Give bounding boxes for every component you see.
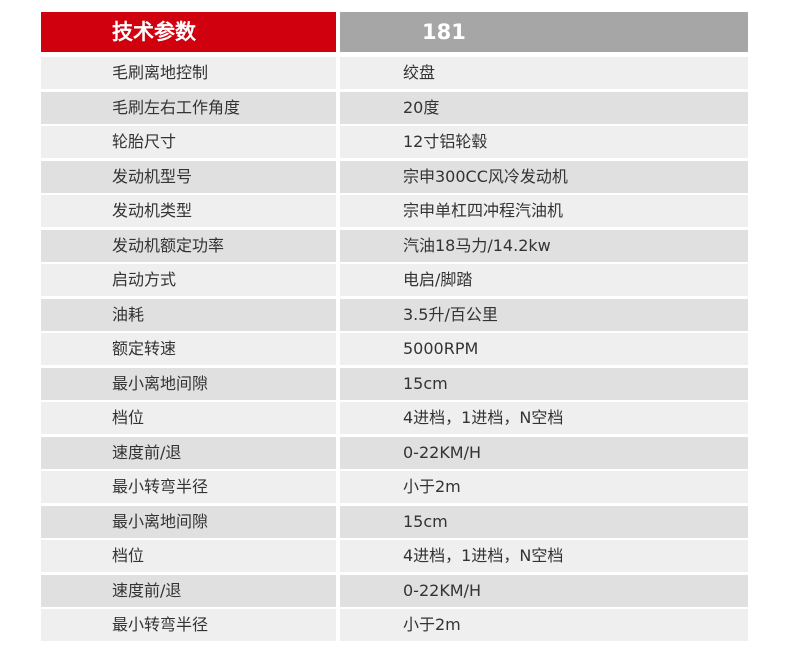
param-value: 小于2m [340, 471, 748, 503]
param-name: 额定转速 [41, 333, 336, 365]
table-row: 最小离地间隙 15cm [41, 367, 748, 400]
table-row: 启动方式 电启/脚踏 [41, 264, 748, 296]
table-row: 档位 4进档，1进档，N空档 [41, 402, 748, 434]
param-name: 发动机额定功率 [41, 229, 336, 262]
param-value: 0-22KM/H [340, 574, 748, 607]
table-row: 速度前/退 0-22KM/H [41, 436, 748, 469]
table-row: 发动机类型 宗申单杠四冲程汽油机 [41, 195, 748, 227]
table-row: 最小转弯半径 小于2m [41, 471, 748, 503]
table-header: 技术参数 181 [41, 12, 748, 52]
param-name: 速度前/退 [41, 436, 336, 469]
table-row: 档位 4进档，1进档，N空档 [41, 540, 748, 572]
param-value: 15cm [340, 367, 748, 400]
param-value: 绞盘 [340, 57, 748, 89]
param-name: 轮胎尺寸 [41, 126, 336, 158]
spec-table: 技术参数 181 毛刷离地控制 绞盘 毛刷左右工作角度 20度 轮胎尺寸 12寸铝轮毂 发动… [41, 12, 748, 644]
param-name: 发动机类型 [41, 195, 336, 227]
table-row: 毛刷左右工作角度 20度 [41, 91, 748, 124]
param-name: 发动机型号 [41, 160, 336, 193]
param-value: 15cm [340, 505, 748, 538]
param-value: 宗申300CC风冷发动机 [340, 160, 748, 193]
table-row: 轮胎尺寸 12寸铝轮毂 [41, 126, 748, 158]
header-model: 181 [340, 12, 748, 52]
table-row: 最小离地间隙 15cm [41, 505, 748, 538]
table-row: 最小转弯半径 小于2m [41, 609, 748, 641]
header-label: 技术参数 [41, 12, 336, 52]
param-name: 速度前/退 [41, 574, 336, 607]
param-value: 12寸铝轮毂 [340, 126, 748, 158]
param-name: 启动方式 [41, 264, 336, 296]
param-name: 档位 [41, 540, 336, 572]
param-value: 20度 [340, 91, 748, 124]
table-row: 额定转速 5000RPM [41, 333, 748, 365]
param-value: 电启/脚踏 [340, 264, 748, 296]
table-row: 速度前/退 0-22KM/H [41, 574, 748, 607]
param-value: 4进档，1进档，N空档 [340, 540, 748, 572]
param-name: 最小转弯半径 [41, 471, 336, 503]
param-name: 毛刷离地控制 [41, 57, 336, 89]
param-value: 汽油18马力/14.2kw [340, 229, 748, 262]
table-row: 油耗 3.5升/百公里 [41, 298, 748, 331]
param-name: 毛刷左右工作角度 [41, 91, 336, 124]
param-value: 0-22KM/H [340, 436, 748, 469]
param-name: 档位 [41, 402, 336, 434]
param-value: 3.5升/百公里 [340, 298, 748, 331]
param-name: 最小转弯半径 [41, 609, 336, 641]
param-name: 油耗 [41, 298, 336, 331]
param-value: 4进档，1进档，N空档 [340, 402, 748, 434]
param-name: 最小离地间隙 [41, 505, 336, 538]
table-row: 发动机型号 宗申300CC风冷发动机 [41, 160, 748, 193]
param-value: 小于2m [340, 609, 748, 641]
param-value: 宗申单杠四冲程汽油机 [340, 195, 748, 227]
param-value: 5000RPM [340, 333, 748, 365]
table-row: 发动机额定功率 汽油18马力/14.2kw [41, 229, 748, 262]
param-name: 最小离地间隙 [41, 367, 336, 400]
table-row: 毛刷离地控制 绞盘 [41, 57, 748, 89]
